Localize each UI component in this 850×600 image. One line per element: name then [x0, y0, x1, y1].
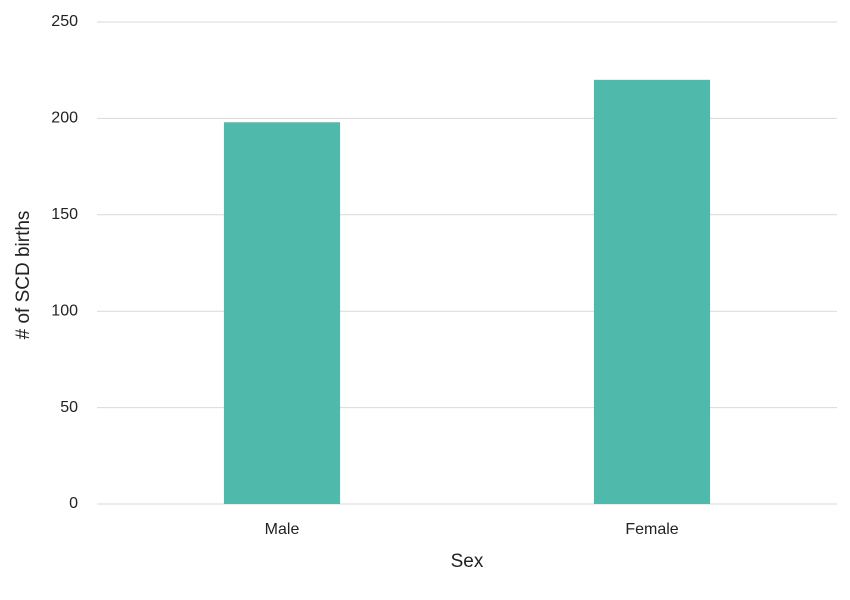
bar [223, 122, 341, 505]
y-tick-label: 200 [51, 110, 78, 127]
y-tick-label: 100 [51, 302, 78, 319]
y-tick-label: 150 [51, 206, 78, 223]
bar [593, 79, 711, 504]
y-tick-label: 250 [51, 13, 78, 30]
x-axis-title: Sex [451, 551, 484, 572]
y-tick-label: 0 [69, 495, 78, 512]
y-tick-label: 50 [60, 399, 78, 416]
y-axis-title: # of SCD births [13, 211, 34, 340]
x-tick-label: Female [625, 521, 678, 538]
x-tick-label: Male [265, 521, 300, 538]
